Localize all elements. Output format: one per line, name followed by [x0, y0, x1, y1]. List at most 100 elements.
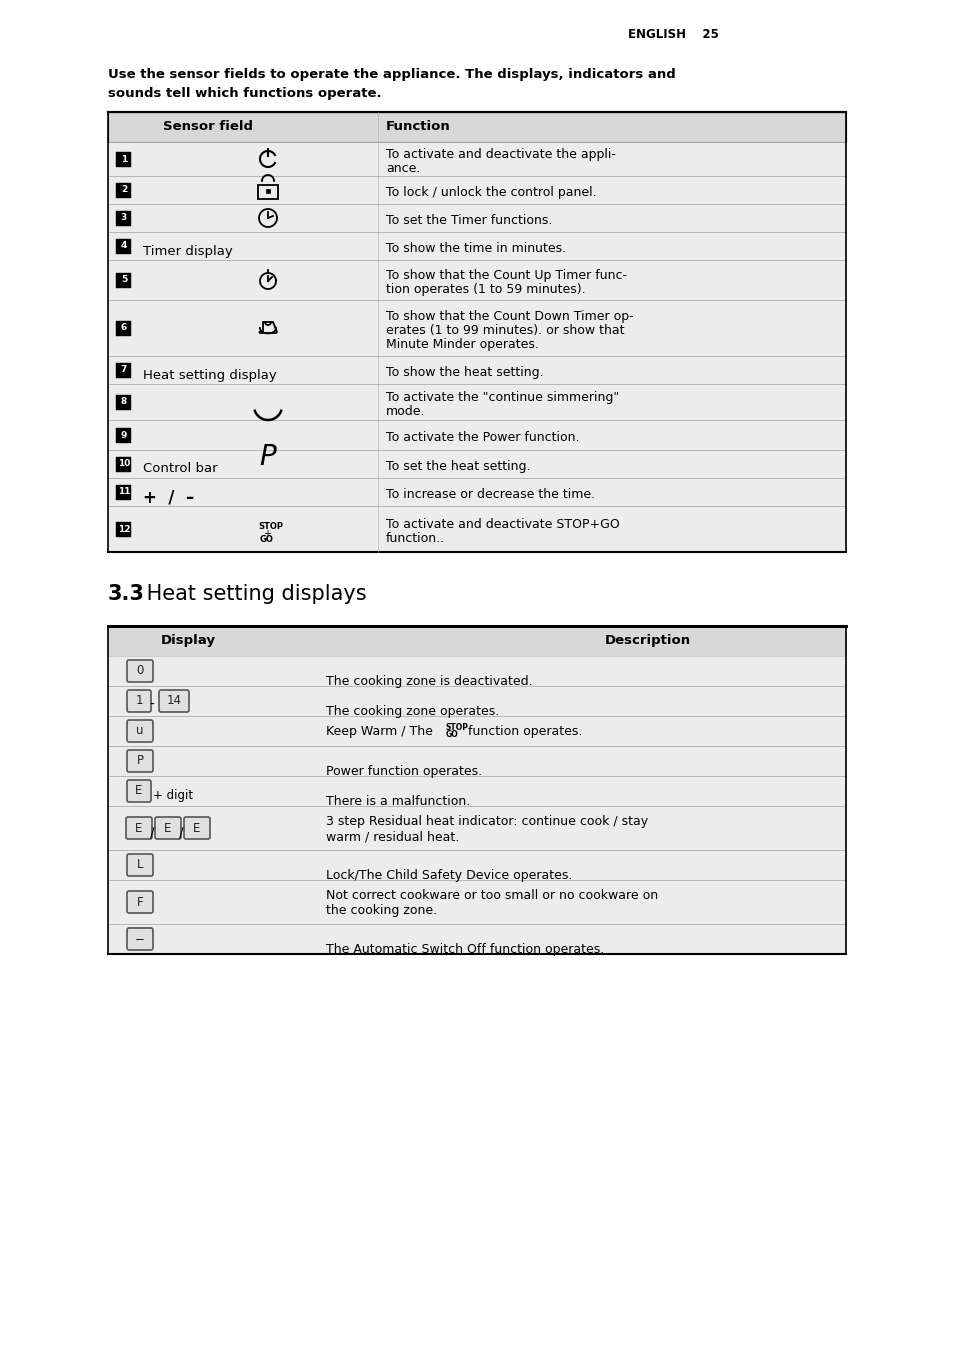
Text: To show that the Count Up Timer func-: To show that the Count Up Timer func- — [386, 269, 626, 283]
Bar — [116, 484, 132, 499]
Bar — [108, 506, 845, 552]
Text: ENGLISH    25: ENGLISH 25 — [627, 28, 719, 41]
Text: Keep Warm / The: Keep Warm / The — [326, 725, 436, 738]
Text: 1: 1 — [121, 154, 127, 164]
Bar — [257, 185, 277, 199]
Text: Lock/The Child Safety Device operates.: Lock/The Child Safety Device operates. — [326, 869, 572, 882]
Text: 12: 12 — [117, 525, 131, 534]
Text: To show the time in minutes.: To show the time in minutes. — [386, 242, 565, 256]
Bar — [108, 626, 845, 656]
FancyBboxPatch shape — [127, 690, 151, 713]
Text: P: P — [136, 754, 143, 768]
Text: E: E — [164, 822, 172, 834]
Text: Description: Description — [604, 634, 690, 648]
Text: Minute Minder operates.: Minute Minder operates. — [386, 338, 538, 352]
Text: Heat setting displays: Heat setting displays — [140, 584, 366, 604]
Bar — [108, 450, 845, 479]
Bar — [108, 233, 845, 260]
Bar — [108, 656, 845, 685]
FancyBboxPatch shape — [154, 817, 181, 840]
Bar — [116, 362, 132, 377]
Text: + digit: + digit — [152, 788, 193, 802]
Text: /: / — [178, 825, 183, 840]
FancyBboxPatch shape — [127, 927, 152, 950]
Text: +: + — [263, 529, 271, 539]
Text: 4: 4 — [121, 242, 127, 250]
Text: L: L — [136, 859, 143, 872]
Bar — [108, 356, 845, 384]
Bar — [108, 717, 845, 746]
Bar — [116, 320, 132, 335]
Text: Heat setting display: Heat setting display — [143, 369, 276, 381]
FancyBboxPatch shape — [127, 660, 152, 681]
Text: Timer display: Timer display — [143, 245, 233, 257]
Bar — [116, 273, 132, 288]
Bar — [116, 457, 132, 472]
Text: 3 step Residual heat indicator: continue cook / stay: 3 step Residual heat indicator: continue… — [326, 815, 647, 827]
Text: Power function operates.: Power function operates. — [326, 765, 481, 777]
Text: STOP: STOP — [446, 723, 469, 731]
Bar — [116, 427, 132, 442]
Bar — [108, 880, 845, 923]
Text: 11: 11 — [117, 488, 131, 496]
Text: Display: Display — [160, 634, 215, 648]
Text: 0: 0 — [136, 664, 144, 677]
Bar — [108, 204, 845, 233]
Text: To activate the Power function.: To activate the Power function. — [386, 431, 578, 443]
FancyBboxPatch shape — [127, 780, 151, 802]
Bar — [116, 151, 132, 166]
Text: 3: 3 — [121, 214, 127, 223]
FancyBboxPatch shape — [159, 690, 189, 713]
Bar — [108, 112, 845, 142]
Text: Function: Function — [386, 120, 450, 132]
Bar — [108, 479, 845, 506]
Text: u: u — [136, 725, 144, 737]
Bar — [108, 806, 845, 850]
Text: To set the Timer functions.: To set the Timer functions. — [386, 214, 552, 227]
Text: To activate and deactivate STOP+GO: To activate and deactivate STOP+GO — [386, 518, 619, 531]
Text: /: / — [150, 825, 154, 840]
Text: E: E — [135, 784, 143, 798]
Text: To lock / unlock the control panel.: To lock / unlock the control panel. — [386, 187, 596, 199]
Bar — [108, 746, 845, 776]
Bar — [108, 850, 845, 880]
Bar — [116, 522, 132, 537]
Text: 6: 6 — [121, 323, 127, 333]
Bar — [116, 238, 132, 254]
Text: sounds tell which functions operate.: sounds tell which functions operate. — [108, 87, 381, 100]
FancyBboxPatch shape — [127, 854, 152, 876]
Text: The cooking zone operates.: The cooking zone operates. — [326, 704, 498, 718]
Bar — [108, 176, 845, 204]
Text: erates (1 to 99 minutes). or show that: erates (1 to 99 minutes). or show that — [386, 324, 624, 337]
Bar — [108, 923, 845, 955]
Text: 14: 14 — [167, 695, 181, 707]
Bar — [108, 420, 845, 450]
Text: E: E — [135, 822, 143, 834]
Text: 10: 10 — [117, 460, 130, 469]
Text: Control bar: Control bar — [143, 462, 217, 476]
Text: Sensor field: Sensor field — [163, 120, 253, 132]
Text: STOP: STOP — [257, 522, 283, 531]
Text: warm / residual heat.: warm / residual heat. — [326, 830, 458, 844]
Text: 3.3: 3.3 — [108, 584, 145, 604]
FancyBboxPatch shape — [126, 817, 152, 840]
FancyBboxPatch shape — [184, 817, 210, 840]
Bar — [116, 211, 132, 226]
Text: The cooking zone is deactivated.: The cooking zone is deactivated. — [326, 675, 532, 688]
Text: function..: function.. — [386, 531, 445, 545]
Text: Not correct cookware or too small or no cookware on: Not correct cookware or too small or no … — [326, 890, 658, 902]
Bar — [108, 300, 845, 356]
Text: GO: GO — [260, 535, 274, 544]
FancyBboxPatch shape — [127, 750, 152, 772]
Text: F: F — [136, 895, 143, 909]
Text: ance.: ance. — [386, 162, 420, 174]
Text: The Automatic Switch Off function operates.: The Automatic Switch Off function operat… — [326, 942, 603, 956]
FancyBboxPatch shape — [127, 721, 152, 742]
Text: Use the sensor fields to operate the appliance. The displays, indicators and: Use the sensor fields to operate the app… — [108, 68, 675, 81]
Text: tion operates (1 to 59 minutes).: tion operates (1 to 59 minutes). — [386, 283, 585, 296]
Bar — [266, 189, 270, 193]
Text: 5: 5 — [121, 276, 127, 284]
Text: To activate and deactivate the appli-: To activate and deactivate the appli- — [386, 147, 616, 161]
Bar — [108, 776, 845, 806]
Text: 9: 9 — [121, 430, 127, 439]
